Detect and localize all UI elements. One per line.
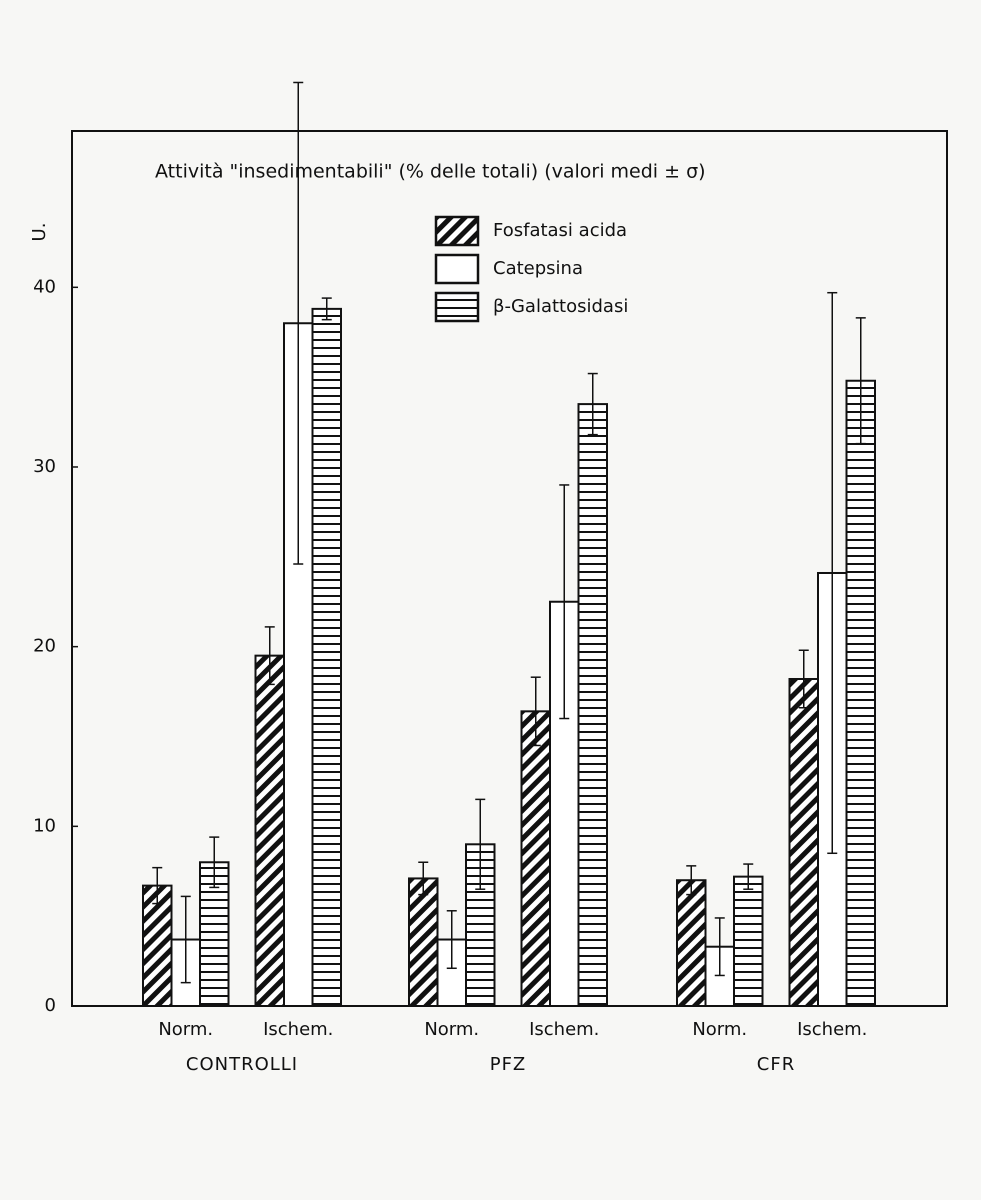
group-label: CFR [757, 1054, 795, 1075]
x-tick-label: Ischem. [797, 1019, 867, 1040]
group-label: CONTROLLI [186, 1054, 298, 1075]
x-tick-label: Norm. [158, 1019, 213, 1040]
bar [676, 879, 707, 1007]
y-tick-label: 20 [33, 636, 56, 657]
bar [845, 379, 876, 1007]
legend-label: Fosfatasi acida [493, 220, 627, 241]
bar [408, 877, 439, 1008]
legend-label: Catepsina [493, 258, 583, 279]
bar [520, 710, 551, 1007]
plot-frame [71, 130, 948, 1007]
bar [311, 307, 342, 1007]
legend-swatch [434, 253, 480, 285]
legend-swatch [434, 215, 480, 247]
x-tick-label: Norm. [692, 1019, 747, 1040]
bar [577, 403, 608, 1008]
bar [788, 677, 819, 1007]
y-tick-label: 0 [45, 995, 56, 1016]
x-tick-label: Ischem. [529, 1019, 599, 1040]
y-axis-label: U. [29, 223, 50, 242]
group-label: PFZ [490, 1054, 527, 1075]
legend-swatch [434, 291, 480, 323]
x-tick-label: Ischem. [263, 1019, 333, 1040]
bar [733, 875, 764, 1007]
x-tick-label: Norm. [424, 1019, 479, 1040]
y-tick-label: 40 [33, 276, 56, 297]
bar [465, 843, 496, 1008]
y-tick-label: 30 [33, 456, 56, 477]
bar [254, 654, 285, 1008]
legend-label: β-Galattosidasi [493, 296, 628, 317]
y-tick-label: 10 [33, 815, 56, 836]
chart-title: Attività "insedimentabili" (% delle tota… [155, 161, 706, 183]
